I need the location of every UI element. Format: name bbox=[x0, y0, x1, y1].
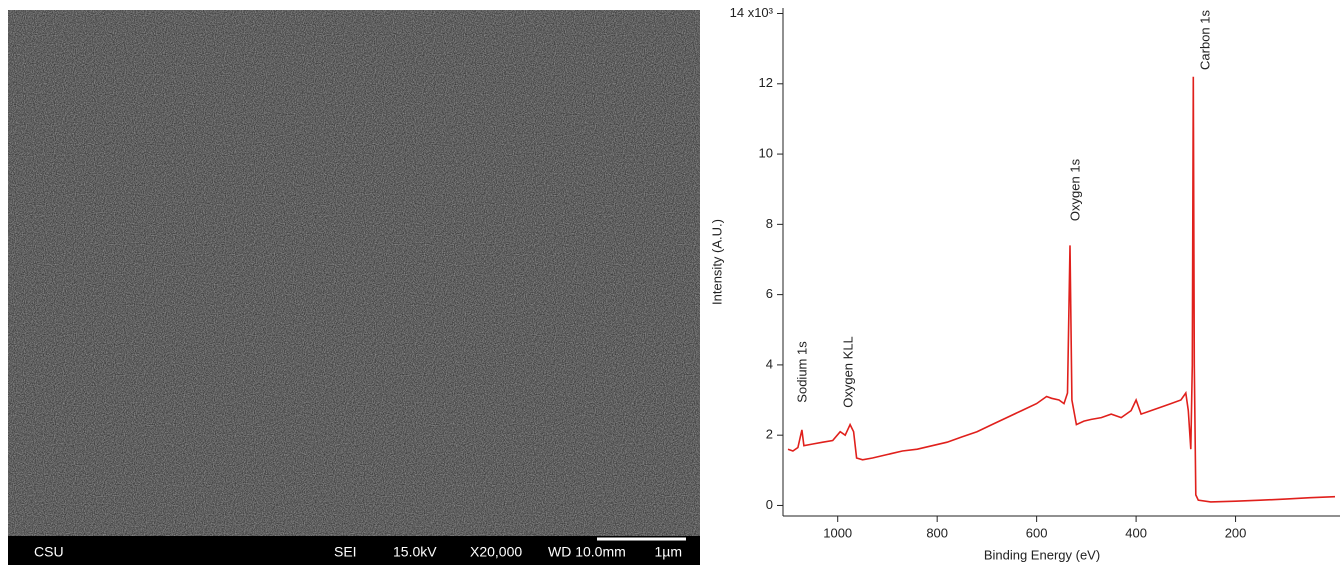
x-tick-label: 800 bbox=[926, 525, 948, 540]
lab: CSU bbox=[34, 544, 64, 560]
y-tick-label: 0 bbox=[766, 497, 773, 512]
y-tick-label: 8 bbox=[766, 216, 773, 231]
working-distance: WD 10.0mm bbox=[548, 544, 626, 560]
x-tick-label: 200 bbox=[1225, 525, 1247, 540]
y-tick-label: 12 bbox=[759, 75, 773, 90]
peak-label: Carbon 1s bbox=[1197, 10, 1212, 70]
x-tick-label: 400 bbox=[1125, 525, 1147, 540]
y-tick-label: 14 x10³ bbox=[730, 5, 774, 20]
spectrum-line bbox=[787, 76, 1336, 503]
y-tick-label: 4 bbox=[766, 356, 773, 371]
y-tick-label: 10 bbox=[759, 146, 773, 161]
sem-image: CSU SEI 15.0kV X20,000 WD 10.0mm 1µm bbox=[8, 10, 700, 565]
magnification: X20,000 bbox=[470, 544, 522, 560]
chart: Binding Energy (eV) Intensity (A.U.) 0 2 4… bbox=[709, 5, 1340, 562]
voltage: 15.0kV bbox=[393, 544, 437, 560]
y-axis-label: Intensity (A.U.) bbox=[709, 219, 724, 305]
y-tick-label: 2 bbox=[766, 427, 773, 442]
peak-label: Oxygen KLL bbox=[840, 336, 855, 408]
peak-label: Sodium 1s bbox=[794, 341, 809, 403]
x-axis-label: Binding Energy (eV) bbox=[984, 547, 1100, 562]
x-tick-label: 600 bbox=[1026, 525, 1048, 540]
scale-label: 1µm bbox=[654, 544, 682, 560]
mode: SEI bbox=[334, 544, 357, 560]
info-bar bbox=[8, 536, 700, 565]
sem-texture bbox=[8, 10, 700, 536]
x-tick-label: 1000 bbox=[823, 525, 852, 540]
y-tick-label: 6 bbox=[766, 286, 773, 301]
peak-label: Oxygen 1s bbox=[1067, 158, 1082, 221]
